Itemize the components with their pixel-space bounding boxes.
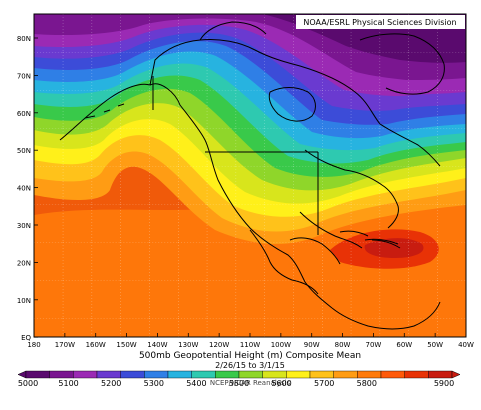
- lon-label: 110W: [240, 341, 260, 349]
- latitude-labels: 80N 70N 60N 50N 40N 30N 20N 10N EQ: [17, 35, 38, 342]
- colorbar-swatch: [333, 370, 358, 379]
- colorbar-swatch: [404, 370, 429, 379]
- colorbar-swatch: [309, 370, 334, 379]
- colorbar-swatch: [428, 370, 453, 379]
- lon-label: 100W: [271, 341, 291, 349]
- lat-label: 20N: [17, 259, 31, 267]
- lat-label: 10N: [17, 297, 31, 305]
- borders: [152, 76, 319, 235]
- lon-label: 140W: [147, 341, 167, 349]
- colorbar-label: 5900: [434, 379, 454, 388]
- lat-label: EQ: [21, 334, 31, 342]
- lat-label: 80N: [17, 35, 31, 43]
- colorbar-swatch: [215, 370, 240, 379]
- height-field: [34, 14, 466, 337]
- lon-label: 60W: [396, 341, 412, 349]
- credit-box: [296, 15, 465, 29]
- colorbar-label: 5200: [101, 379, 121, 388]
- lon-label: 80W: [335, 341, 351, 349]
- lat-label: 50N: [17, 147, 31, 155]
- lon-label: 40W: [458, 341, 474, 349]
- map-title: 500mb Geopotential Height (m) Composite …: [139, 351, 361, 361]
- lat-label: 60N: [17, 110, 31, 118]
- colorbar-swatch: [144, 370, 169, 379]
- colorbar: [17, 370, 461, 379]
- colorbar-arrow-left: [17, 370, 27, 379]
- colorbar-swatch: [167, 370, 192, 379]
- colorbar-swatch: [73, 370, 98, 379]
- colorbar-swatch: [262, 370, 287, 379]
- lon-label: 180: [27, 341, 40, 349]
- lon-label: 160W: [86, 341, 106, 349]
- lat-label: 70N: [17, 72, 31, 80]
- colorbar-label: 5000: [18, 379, 38, 388]
- colorbar-swatch: [49, 370, 74, 379]
- colorbar-label: 5800: [357, 379, 377, 388]
- colorbar-label: 5500: [229, 379, 249, 388]
- colorbar-swatch: [286, 370, 311, 379]
- colorbar-arrow-right: [451, 370, 461, 379]
- colorbar-swatch: [25, 370, 50, 379]
- lon-label: 130W: [178, 341, 198, 349]
- lat-label: 40N: [17, 185, 31, 193]
- lat-label: 30N: [17, 222, 31, 230]
- lon-label: 150W: [116, 341, 136, 349]
- colorbar-label: 5300: [144, 379, 164, 388]
- colorbar-swatch: [191, 370, 216, 379]
- lon-label: 70W: [366, 341, 382, 349]
- colorbar-label: 5600: [271, 379, 291, 388]
- lon-label: 120W: [209, 341, 229, 349]
- colorbar-labels: 5000 5100 5200 5300 5400 5500 5600 5700 5800 5900: [18, 379, 454, 388]
- colorbar-swatch: [380, 370, 405, 379]
- footer-text: NCEP/NCAR Reanalysis: [210, 379, 291, 387]
- colorbar-swatch: [357, 370, 382, 379]
- longitude-labels: 180 170W 160W 150W 140W 130W 120W 110W 100W 90W 80…: [27, 333, 474, 349]
- lon-label: 50W: [427, 341, 443, 349]
- lon-label: 170W: [55, 341, 75, 349]
- colorbar-swatch: [238, 370, 263, 379]
- colorbar-label: 5100: [58, 379, 78, 388]
- lon-label: 90W: [304, 341, 320, 349]
- colorbar-swatch: [96, 370, 121, 379]
- colorbar-label: 5400: [186, 379, 206, 388]
- credit-text: NOAA/ESRL Physical Sciences Division: [303, 18, 456, 27]
- coastlines: [59, 21, 445, 330]
- date-range: 2/26/15 to 3/1/15: [215, 361, 285, 370]
- colorbar-label: 5700: [314, 379, 334, 388]
- colorbar-swatch: [120, 370, 145, 379]
